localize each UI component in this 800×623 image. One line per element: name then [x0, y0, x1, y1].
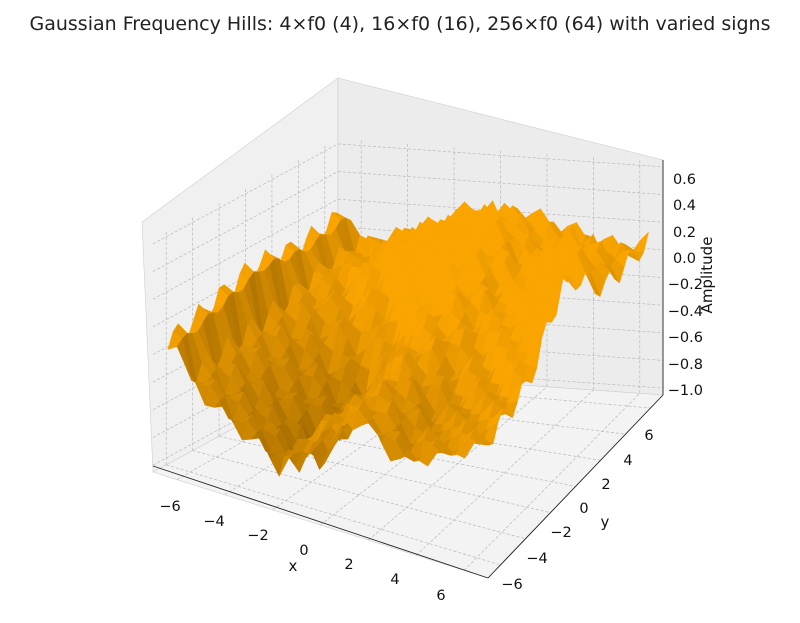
y-axis-line — [487, 394, 664, 579]
y-tick-label: −2 — [550, 525, 571, 541]
z-tick-label: −0.8 — [668, 357, 703, 373]
z-tick-label: −1.0 — [668, 383, 703, 399]
x-tick-label: 6 — [436, 588, 445, 604]
z-axis-ticks: 0.6 0.4 0.2 0.0 −0.2 −0.4 −0.6 −0.8 −1.0… — [668, 172, 716, 399]
z-tick-label: 0.2 — [673, 225, 696, 241]
chart-title: Gaussian Frequency Hills: 4×f0 (4), 16×f… — [29, 13, 770, 35]
x-tick-label: 2 — [344, 557, 353, 573]
grid-line — [368, 386, 548, 541]
grid-line — [337, 171, 664, 195]
y-tick-label: 6 — [644, 428, 653, 444]
grid-line — [324, 378, 651, 409]
z-tick-label: −0.4 — [668, 304, 703, 320]
z-tick-label: 0.6 — [673, 172, 696, 188]
x-tick-label: −6 — [159, 499, 180, 515]
grid-line — [192, 450, 526, 540]
surface-patch — [473, 434, 489, 446]
x-tick-label: 4 — [390, 572, 399, 588]
grid-line — [337, 143, 664, 168]
x-tick-label: −2 — [247, 528, 268, 544]
grid-line — [415, 389, 594, 556]
y-tick-label: 0 — [579, 501, 588, 517]
grid-line — [152, 171, 339, 272]
y-axis-ticks: −6 −4 −2 0 2 4 6 y — [501, 428, 653, 593]
x-axis-label: x — [289, 557, 298, 575]
grid-line — [463, 393, 641, 571]
z-tick-label: 0.0 — [673, 251, 696, 267]
x-tick-label: −4 — [203, 514, 224, 530]
surface-mesh — [167, 200, 650, 477]
y-axis-label: y — [601, 513, 610, 531]
x-axis-ticks: −6 −4 −2 0 2 4 6 x — [159, 499, 445, 604]
x-tick-label: 0 — [299, 543, 308, 559]
z-axis-label: Amplitude — [698, 237, 716, 314]
y-tick-label: −4 — [526, 551, 547, 567]
y-tick-label: −6 — [501, 577, 522, 593]
x-axis-line — [152, 465, 489, 579]
axis-lines — [152, 160, 664, 579]
z-tick-label: −0.6 — [668, 330, 703, 346]
y-tick-label: 4 — [623, 453, 632, 469]
grid-line — [152, 143, 339, 245]
y-tick-label: 2 — [601, 477, 610, 493]
grid-line — [166, 464, 501, 566]
grid-line — [152, 198, 339, 300]
z-tick-label: 0.4 — [673, 198, 696, 214]
z-tick-label: −0.2 — [668, 277, 703, 293]
